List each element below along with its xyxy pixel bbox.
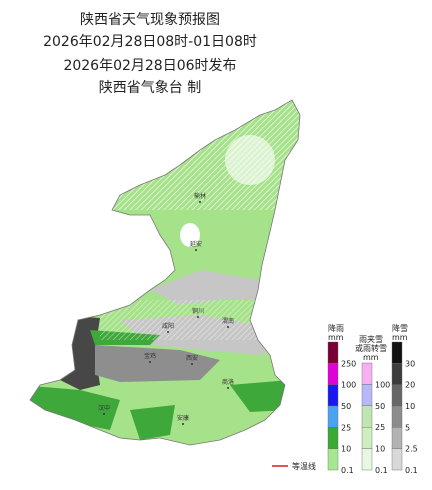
legend-swatch	[361, 427, 373, 449]
legend-tick: 100	[341, 381, 356, 390]
legend-tick: 0.1	[405, 466, 418, 475]
legend-tick: 10	[341, 445, 351, 454]
issued: 2026年02月28日06时发布	[63, 58, 236, 74]
province-map	[30, 100, 300, 445]
legend-tick: 50	[341, 402, 351, 411]
city-dot	[197, 316, 199, 318]
legend-tick: 0.1	[341, 466, 354, 475]
legend-swatch	[327, 448, 339, 471]
legend-unit: mm	[328, 333, 344, 342]
legend-swatch	[361, 448, 373, 471]
city-dot	[167, 331, 169, 333]
city-dot	[191, 363, 193, 365]
legend-swatch	[361, 405, 373, 428]
city-label: 安康	[177, 414, 189, 422]
legend-tick: 10	[375, 445, 385, 454]
legend-tick: 25	[375, 423, 385, 432]
legend-tick: 100	[375, 380, 390, 389]
city-label: 西安	[186, 354, 198, 362]
legend-unit: mm	[363, 353, 379, 362]
legend-tick: 20	[405, 381, 415, 390]
legend-title: 或雨转雪	[355, 343, 387, 353]
legend-tick: 10	[405, 402, 415, 411]
legend-tick: 50	[375, 402, 385, 411]
legend-title: 雨夹雪	[359, 334, 383, 344]
legend-swatch	[391, 341, 403, 364]
isotherm-label: 等温线	[292, 461, 316, 471]
legend-tick: 5	[405, 423, 410, 432]
legend-swatch	[391, 405, 403, 428]
map-title: 陕西省天气现象预报图	[80, 12, 220, 28]
city-dot	[227, 387, 229, 389]
legend-swatch	[391, 363, 403, 385]
province-border	[29, 99, 301, 446]
legend-title: 降雪	[392, 323, 408, 333]
legend-tick: 250	[341, 359, 356, 368]
period: 2026年02月28日08时-01日08时	[43, 34, 257, 50]
city-label: 延安	[190, 240, 202, 248]
legend-tick: 2.5	[405, 445, 418, 454]
city-dot	[182, 423, 184, 425]
city-label: 铜川	[192, 307, 204, 315]
city-dot	[199, 201, 201, 203]
legend-tick: 25	[341, 423, 351, 432]
legend-tick: 0.1	[375, 466, 388, 475]
legend-swatch	[361, 362, 373, 385]
city-dot	[103, 413, 105, 415]
legend-swatch	[391, 448, 403, 471]
legend-tick: 30	[405, 359, 415, 368]
city-label: 宝鸡	[144, 352, 156, 360]
legend-swatch	[327, 363, 339, 385]
city-dot	[227, 326, 229, 328]
city-label: 榆林	[194, 192, 206, 200]
legend-unit: mm	[392, 333, 408, 342]
city-label: 汉中	[98, 404, 110, 412]
city-label: 渭南	[222, 317, 234, 325]
city-label: 咸阳	[162, 322, 174, 330]
legend-swatch	[361, 384, 373, 406]
city-dot	[149, 361, 151, 363]
legend-title: 降雨	[328, 323, 344, 333]
legend-swatch	[327, 341, 339, 364]
legend-swatch	[391, 384, 403, 407]
city-dot	[195, 249, 197, 251]
legend-swatch	[391, 427, 403, 449]
legend-swatch	[327, 427, 339, 449]
city-label: 商洛	[222, 378, 234, 386]
legend-swatch	[327, 405, 339, 428]
legend-swatch	[327, 384, 339, 407]
producer: 陕西省气象台 制	[99, 80, 201, 96]
